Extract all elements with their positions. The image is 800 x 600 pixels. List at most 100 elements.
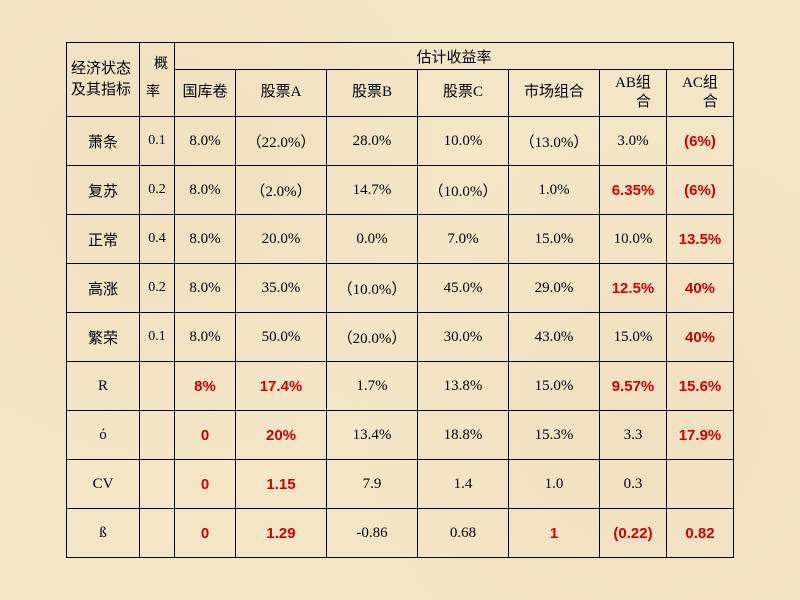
cell-data: (6%)	[667, 117, 734, 166]
cell-data: 28.0%	[327, 117, 418, 166]
cell-state: 高涨	[67, 264, 140, 313]
cell-data: (0.22)	[600, 509, 667, 558]
header-prob-top: 概	[144, 58, 170, 72]
cell-state: ό	[67, 411, 140, 460]
cell-data: 40%	[667, 313, 734, 362]
table-row: 萧条0.18.0%（22.0%）28.0%10.0%（13.0%）3.0%(6%…	[67, 117, 734, 166]
header-sub-6-l2: 合	[703, 94, 718, 110]
cell-prob: 0.1	[140, 117, 175, 166]
cell-data: 9.57%	[600, 362, 667, 411]
cell-data: 3.0%	[600, 117, 667, 166]
cell-data: 6.35%	[600, 166, 667, 215]
table-row: R8%17.4%1.7%13.8%15.0%9.57%15.6%	[67, 362, 734, 411]
cell-prob: 0.1	[140, 313, 175, 362]
header-state: 经济状态及其指标	[67, 43, 140, 117]
header-prob-bot: 率	[144, 86, 170, 100]
header-sub-2: 股票B	[327, 70, 418, 117]
cell-data: 14.7%	[327, 166, 418, 215]
cell-data: 13.4%	[327, 411, 418, 460]
cell-prob	[140, 362, 175, 411]
cell-data: (6%)	[667, 166, 734, 215]
header-sub-5-l2: 合	[636, 94, 651, 110]
cell-data: 18.8%	[418, 411, 509, 460]
header-sub-4: 市场组合	[509, 70, 600, 117]
cell-data: （22.0%）	[236, 117, 327, 166]
cell-data: 50.0%	[236, 313, 327, 362]
cell-data: 0	[175, 411, 236, 460]
cell-data: 20.0%	[236, 215, 327, 264]
header-state-l1: 经济状态及其指标	[71, 61, 131, 98]
cell-data: 43.0%	[509, 313, 600, 362]
table-container: 经济状态及其指标 概 率 估计收益率 国库卷 股票A 股票B 股票C 市场组合 …	[42, 26, 758, 574]
returns-table: 经济状态及其指标 概 率 估计收益率 国库卷 股票A 股票B 股票C 市场组合 …	[66, 42, 734, 558]
table-body: 萧条0.18.0%（22.0%）28.0%10.0%（13.0%）3.0%(6%…	[67, 117, 734, 558]
cell-data: 0.68	[418, 509, 509, 558]
cell-data: 40%	[667, 264, 734, 313]
cell-data: 8.0%	[175, 215, 236, 264]
cell-data: 29.0%	[509, 264, 600, 313]
cell-prob: 0.2	[140, 264, 175, 313]
cell-data: 8.0%	[175, 313, 236, 362]
table-row: ß01.29-0.860.681(0.22)0.82	[67, 509, 734, 558]
cell-state: ß	[67, 509, 140, 558]
cell-data: （10.0%）	[327, 264, 418, 313]
cell-data: 20%	[236, 411, 327, 460]
cell-state: CV	[67, 460, 140, 509]
table-header: 经济状态及其指标 概 率 估计收益率 国库卷 股票A 股票B 股票C 市场组合 …	[67, 43, 734, 117]
cell-data: 8.0%	[175, 166, 236, 215]
cell-state: R	[67, 362, 140, 411]
cell-data: 35.0%	[236, 264, 327, 313]
table-row: 繁荣0.18.0%50.0%（20.0%）30.0%43.0%15.0%40%	[67, 313, 734, 362]
cell-prob: 0.2	[140, 166, 175, 215]
cell-data: 17.4%	[236, 362, 327, 411]
cell-data: 45.0%	[418, 264, 509, 313]
cell-data: 0	[175, 460, 236, 509]
cell-data: 13.8%	[418, 362, 509, 411]
header-prob: 概 率	[140, 43, 175, 117]
cell-state: 繁荣	[67, 313, 140, 362]
cell-data: 15.3%	[509, 411, 600, 460]
header-sub-6-l1: AC组	[682, 75, 718, 91]
cell-state: 复苏	[67, 166, 140, 215]
table-row: ό020%13.4%18.8%15.3%3.317.9%	[67, 411, 734, 460]
cell-prob: 0.4	[140, 215, 175, 264]
cell-data: 1.7%	[327, 362, 418, 411]
header-sub-3: 股票C	[418, 70, 509, 117]
header-sub-5-l1: AB组	[615, 75, 651, 91]
cell-data: （2.0%）	[236, 166, 327, 215]
cell-data: 3.3	[600, 411, 667, 460]
cell-data: 0.82	[667, 509, 734, 558]
cell-data: 10.0%	[600, 215, 667, 264]
cell-data: -0.86	[327, 509, 418, 558]
cell-prob	[140, 509, 175, 558]
cell-state: 萧条	[67, 117, 140, 166]
cell-data: 7.0%	[418, 215, 509, 264]
cell-data: 15.6%	[667, 362, 734, 411]
cell-data: 17.9%	[667, 411, 734, 460]
cell-data: 12.5%	[600, 264, 667, 313]
header-sub-6: AC组合	[667, 70, 734, 117]
cell-data: （10.0%）	[418, 166, 509, 215]
table-row: 正常0.48.0%20.0%0.0%7.0%15.0%10.0%13.5%	[67, 215, 734, 264]
cell-data: 30.0%	[418, 313, 509, 362]
cell-data: 8%	[175, 362, 236, 411]
cell-data: 0.0%	[327, 215, 418, 264]
cell-data: 8.0%	[175, 117, 236, 166]
header-group: 估计收益率	[175, 43, 734, 70]
cell-data: 7.9	[327, 460, 418, 509]
cell-prob	[140, 460, 175, 509]
table-row: CV01.157.91.41.00.3	[67, 460, 734, 509]
cell-state: 正常	[67, 215, 140, 264]
cell-data: 13.5%	[667, 215, 734, 264]
header-sub-0: 国库卷	[175, 70, 236, 117]
cell-data: 1.29	[236, 509, 327, 558]
cell-data: 0.3	[600, 460, 667, 509]
cell-data: 1	[509, 509, 600, 558]
table-row: 复苏0.28.0%（2.0%）14.7%（10.0%）1.0%6.35%(6%)	[67, 166, 734, 215]
table-row: 高涨0.28.0%35.0%（10.0%）45.0%29.0%12.5%40%	[67, 264, 734, 313]
header-sub-1: 股票A	[236, 70, 327, 117]
cell-data: 15.0%	[509, 215, 600, 264]
cell-prob	[140, 411, 175, 460]
cell-data	[667, 460, 734, 509]
cell-data: 0	[175, 509, 236, 558]
